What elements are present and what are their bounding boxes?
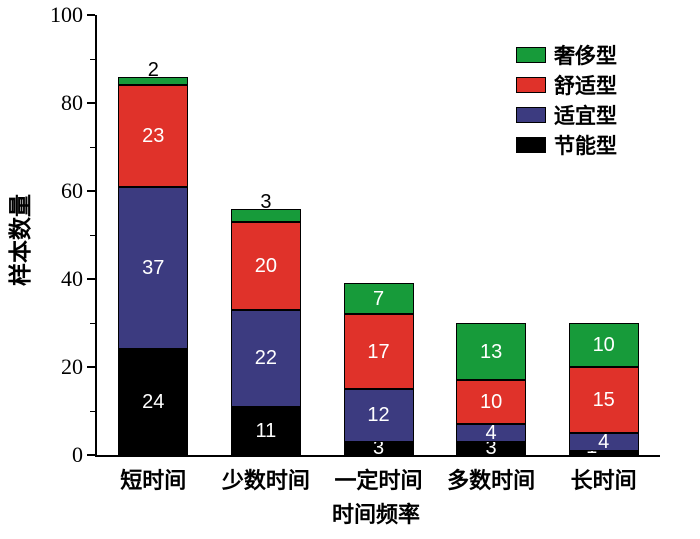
y-axis-tick-label: 80 xyxy=(61,90,83,115)
x-axis-title: 时间频率 xyxy=(331,502,421,527)
bar-value-label: 7 xyxy=(372,287,385,310)
legend-item: 适宜型 xyxy=(516,100,617,130)
bar-value-label: 24 xyxy=(142,391,165,414)
legend: 奢侈型舒适型适宜型节能型 xyxy=(516,40,617,160)
bar-value-label: 23 xyxy=(142,125,165,147)
bar-segment xyxy=(230,208,301,222)
legend-label: 舒适型 xyxy=(554,75,617,98)
bar-value-label: 3 xyxy=(485,437,497,460)
x-axis-tick-label: 少数时间 xyxy=(221,468,310,493)
y-axis-minor-tick xyxy=(90,235,95,236)
bar-segment xyxy=(118,76,189,86)
bar-value-label: 10 xyxy=(479,391,503,414)
y-axis-tick-label: 100 xyxy=(50,2,83,27)
bar-value-label: 20 xyxy=(254,254,278,277)
legend-swatch xyxy=(516,47,546,63)
bar-value-label: 11 xyxy=(255,419,277,442)
y-axis-tick xyxy=(87,190,95,192)
y-axis-minor-tick xyxy=(90,411,95,412)
bar-value-label: 37 xyxy=(142,257,165,279)
bar-value-label: 3 xyxy=(372,437,385,460)
bar-segment xyxy=(568,450,639,455)
y-axis-tick xyxy=(87,366,95,368)
legend-swatch xyxy=(516,137,546,153)
bar-segment xyxy=(456,323,527,381)
bar-segment xyxy=(568,367,639,433)
y-axis-minor-tick xyxy=(90,323,95,324)
legend-label: 适宜型 xyxy=(554,105,617,128)
bar-segment xyxy=(230,309,301,407)
bar-segment xyxy=(118,85,189,187)
bar-value-label: 10 xyxy=(592,334,615,356)
bar-segment xyxy=(343,441,414,455)
bar-segment xyxy=(456,441,527,455)
legend-swatch xyxy=(516,107,546,123)
bar-value-label: 4 xyxy=(598,430,610,453)
legend-label: 节能型 xyxy=(554,135,617,158)
bar-segment xyxy=(456,380,527,425)
y-axis-tick xyxy=(87,102,95,104)
bar-value-label: 15 xyxy=(592,389,615,411)
legend-label: 奢侈型 xyxy=(554,45,617,68)
bar-value-label: 13 xyxy=(479,340,503,363)
bar-segment xyxy=(118,186,189,350)
y-axis-minor-tick xyxy=(90,59,95,60)
plot-area: 24372321122203312177341013141510 xyxy=(95,15,660,460)
bar-segment xyxy=(343,283,414,315)
legend-item: 节能型 xyxy=(516,130,617,160)
bar-segment xyxy=(343,389,414,442)
bar-segment xyxy=(456,424,527,442)
x-axis-tick-label: 长时间 xyxy=(570,468,637,493)
y-axis-tick xyxy=(87,454,95,456)
bar-segment xyxy=(568,433,639,451)
x-axis-tick-label: 多数时间 xyxy=(447,468,536,493)
bar-value-label: 12 xyxy=(367,404,390,427)
y-axis-tick-label: 40 xyxy=(61,266,83,291)
legend-swatch xyxy=(516,77,546,93)
x-axis-tick-label: 一定时间 xyxy=(334,468,423,493)
y-axis-tick-label: 60 xyxy=(61,178,83,203)
bar-segment xyxy=(118,349,189,455)
x-axis-tick-label: 短时间 xyxy=(120,468,187,493)
bar-value-label: 2 xyxy=(147,58,159,81)
legend-item: 舒适型 xyxy=(516,70,617,100)
bar-value-label: 22 xyxy=(254,347,278,370)
bar-value-label: 4 xyxy=(485,422,497,444)
y-axis-tick-label: 0 xyxy=(72,442,83,467)
y-axis-title: 样本数量 xyxy=(7,194,33,286)
y-axis-minor-tick xyxy=(90,147,95,148)
bar-value-label: 3 xyxy=(260,190,272,213)
y-axis-tick-label: 20 xyxy=(61,354,83,379)
bar-segment xyxy=(343,314,414,389)
bar-value-label: 17 xyxy=(367,340,390,363)
bar-segment xyxy=(230,221,301,310)
y-axis-tick xyxy=(87,14,95,16)
y-axis-tick xyxy=(87,278,95,280)
bar-segment xyxy=(568,323,639,367)
legend-item: 奢侈型 xyxy=(516,40,617,70)
bar-segment xyxy=(230,406,301,455)
